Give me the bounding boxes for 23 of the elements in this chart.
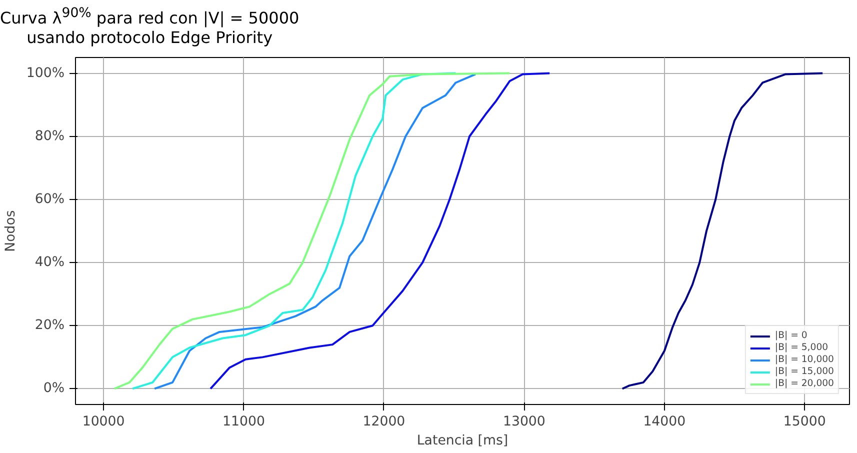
x-tick-label: 14000: [643, 414, 686, 430]
y-tick-label: 100%: [26, 66, 65, 81]
y-tick-label: 20%: [34, 318, 64, 334]
legend-label: |B| = 0: [774, 330, 808, 341]
legend-label: |B| = 15,000: [774, 366, 834, 377]
legend-label: |B| = 20,000: [774, 378, 834, 389]
y-tick-label: 40%: [34, 255, 64, 270]
x-axis-title: Latencia [ms]: [416, 434, 508, 448]
legend-label: |B| = 10,000: [774, 354, 834, 365]
x-tick-label: 15000: [783, 414, 826, 430]
line-series: [113, 72, 511, 390]
line-series: [210, 72, 551, 390]
x-tick-label: 11000: [222, 414, 265, 430]
x-tick-label: 13000: [502, 414, 546, 430]
x-tick-label: 12000: [362, 414, 406, 430]
y-tick-label: 60%: [34, 192, 64, 207]
y-tick-label: 0%: [43, 381, 65, 396]
y-axis-title: Nodos: [3, 210, 18, 252]
y-tick-label: 80%: [34, 128, 64, 144]
chart-subtitle: usando protocolo Edge Priority: [26, 28, 273, 48]
chart-title: Curva λ$^{90%}$ para red con |V| = 50000: [0, 6, 300, 28]
x-tick-label: 10000: [82, 414, 125, 430]
legend-label: |B| = 5,000: [774, 342, 828, 353]
